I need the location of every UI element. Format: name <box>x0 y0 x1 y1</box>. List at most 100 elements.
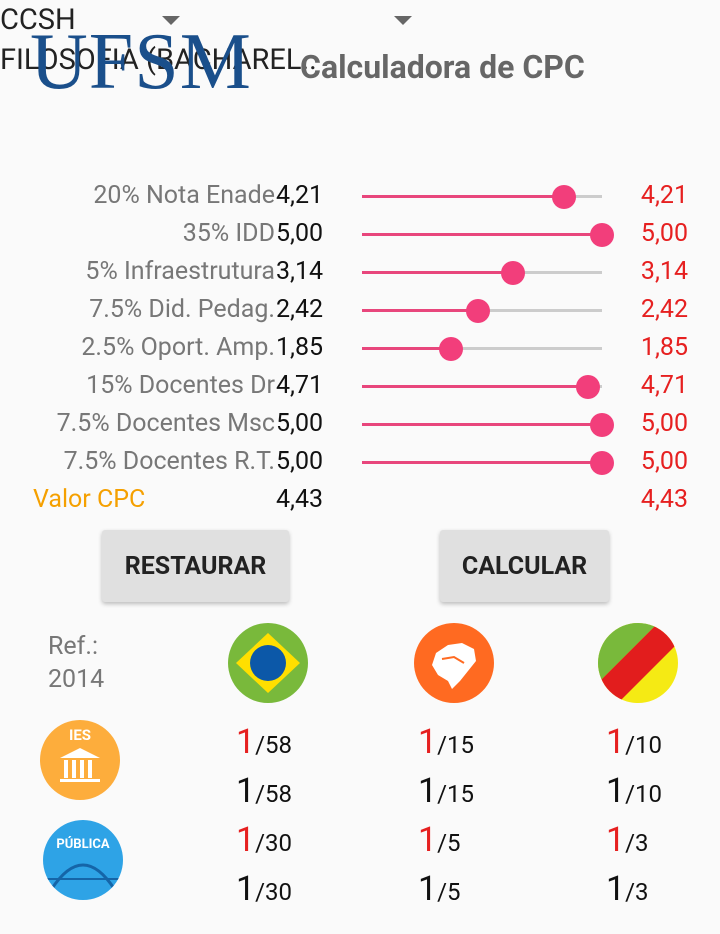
metric-row: 7.5% Docentes Msc 5,00 5,00 <box>0 405 720 443</box>
metric-value: 2,42 <box>276 295 324 324</box>
rank-total: /3 <box>625 878 649 906</box>
slider-fill <box>362 195 564 198</box>
metric-slider[interactable] <box>362 413 614 437</box>
metric-label: 5% Infraestrutura <box>85 257 275 286</box>
metric-result: 4,71 <box>640 371 688 400</box>
cpc-result: 4,43 <box>640 485 688 514</box>
metric-row: 15% Docentes Dr 4,71 4,71 <box>0 367 720 405</box>
metric-value: 4,21 <box>276 181 324 210</box>
rank-position: 1 <box>418 771 438 811</box>
metric-row: 7.5% Did. Pedag. 2,42 2,42 <box>0 291 720 329</box>
rank-position: 1 <box>606 722 626 762</box>
slider-fill <box>362 423 602 426</box>
rank-position: 1 <box>418 722 438 762</box>
cpc-value: 4,43 <box>276 485 324 514</box>
slider-thumb[interactable] <box>590 223 614 247</box>
metric-label: 15% Docentes Dr <box>86 371 275 400</box>
metric-row: 7.5% Docentes R.T. 5,00 5,00 <box>0 443 720 481</box>
restore-button[interactable]: RESTAURAR <box>102 530 289 602</box>
rs-state-map-icon <box>414 623 494 703</box>
ufsm-logo: UFSM <box>30 18 252 106</box>
rank-total: /30 <box>255 829 292 857</box>
dropdown-arrow-icon <box>394 16 412 25</box>
metric-slider[interactable] <box>362 337 602 361</box>
publica-rank-black: 1/3 <box>606 869 649 913</box>
metric-value: 5,00 <box>276 219 324 248</box>
metric-value: 4,71 <box>276 371 324 400</box>
rank-total: /15 <box>437 731 474 759</box>
metric-row: 35% IDD 5,00 5,00 <box>0 215 720 253</box>
slider-fill <box>362 385 589 388</box>
slider-fill <box>362 347 451 350</box>
rank-total: /10 <box>625 731 662 759</box>
slider-thumb[interactable] <box>551 185 576 209</box>
rank-total: /5 <box>437 878 461 906</box>
metric-value: 1,85 <box>276 333 324 362</box>
slider-thumb[interactable] <box>576 375 601 399</box>
rank-total: /58 <box>255 780 292 808</box>
metric-slider[interactable] <box>362 223 614 247</box>
publica-institution-icon: PÚBLICA <box>43 820 123 900</box>
rs-flag-icon <box>598 623 678 703</box>
slider-thumb[interactable] <box>438 337 463 361</box>
rank-position: 1 <box>606 771 626 811</box>
ies-rank-black: 1/58 <box>236 771 292 815</box>
dropdown-arrow-icon <box>162 16 180 25</box>
center-select-value: CCSH <box>0 3 76 37</box>
metric-slider[interactable] <box>362 299 602 323</box>
ies-rank-red: 1/58 <box>236 722 292 766</box>
metric-slider[interactable] <box>362 261 602 285</box>
rank-total: /3 <box>625 829 649 857</box>
metric-slider[interactable] <box>362 451 614 475</box>
ref-label: Ref.: <box>48 632 98 661</box>
metric-row: 2.5% Oport. Amp. 1,85 1,85 <box>0 329 720 367</box>
publica-rank-red: 1/5 <box>418 820 461 864</box>
metric-slider[interactable] <box>362 375 602 399</box>
cpc-label: Valor CPC <box>33 485 146 514</box>
rank-total: /58 <box>255 731 292 759</box>
slider-thumb[interactable] <box>590 413 614 437</box>
metric-result: 3,14 <box>640 257 688 286</box>
rank-position: 1 <box>418 869 438 909</box>
slider-fill <box>362 461 602 464</box>
rank-position: 1 <box>606 869 626 909</box>
metric-label: 7.5% Docentes Msc <box>56 409 275 438</box>
slider-fill <box>362 309 479 312</box>
ies-rank-black: 1/15 <box>418 771 474 815</box>
publica-rank-red: 1/30 <box>236 820 292 864</box>
metric-result: 5,00 <box>640 409 688 438</box>
metric-label: 35% IDD <box>182 219 275 248</box>
slider-thumb[interactable] <box>590 451 614 475</box>
calculate-button[interactable]: CALCULAR <box>440 530 609 602</box>
publica-rank-red: 1/3 <box>606 820 649 864</box>
course-select[interactable]: FILOSOFIA (BACHAREL.. <box>0 16 420 80</box>
slider-thumb[interactable] <box>500 261 525 285</box>
rank-position: 1 <box>236 820 256 860</box>
metric-result: 1,85 <box>640 333 688 362</box>
rank-total: /5 <box>437 829 461 857</box>
metric-result: 5,00 <box>640 219 688 248</box>
publica-rank-black: 1/5 <box>418 869 461 913</box>
brazil-flag-icon <box>228 623 308 703</box>
rank-position: 1 <box>236 722 256 762</box>
metric-value: 3,14 <box>276 257 324 286</box>
ref-year: 2014 <box>48 665 105 694</box>
metric-value: 5,00 <box>276 447 324 476</box>
rank-total: /30 <box>255 878 292 906</box>
course-select-value: FILOSOFIA (BACHAREL.. <box>0 43 317 77</box>
metric-slider[interactable] <box>362 185 602 209</box>
metric-label: 7.5% Did. Pedag. <box>89 295 275 324</box>
metric-result: 2,42 <box>640 295 688 324</box>
ies-icon-label: IES <box>68 726 92 744</box>
cpc-row: Valor CPC 4,43 4,43 <box>0 481 720 519</box>
ies-rank-red: 1/15 <box>418 722 474 766</box>
slider-fill <box>362 271 513 274</box>
rank-position: 1 <box>236 869 256 909</box>
center-select[interactable]: CCSH <box>0 0 185 40</box>
slider-thumb[interactable] <box>466 299 491 323</box>
rank-total: /10 <box>625 780 662 808</box>
reference-year: Ref.: 2014 <box>48 630 104 696</box>
rank-position: 1 <box>606 820 626 860</box>
metric-value: 5,00 <box>276 409 324 438</box>
metric-label: 7.5% Docentes R.T. <box>63 447 275 476</box>
